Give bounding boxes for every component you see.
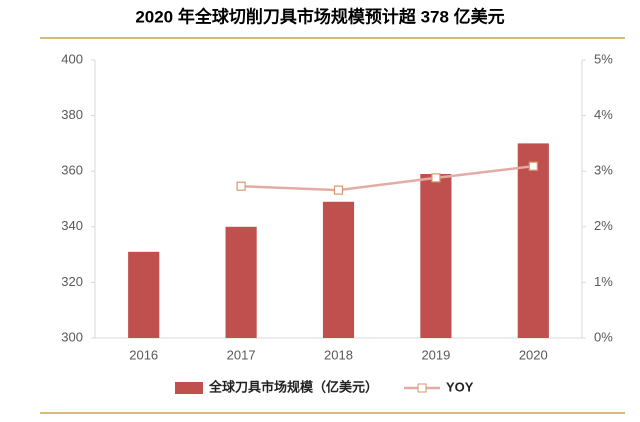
x-tick-label: 2019 [421,347,450,362]
bar [225,226,257,338]
y2-tick-label: 5% [594,51,613,66]
x-tick-label: 2020 [519,347,548,362]
y-tick-label: 360 [61,163,83,178]
bar [517,143,549,338]
y-tick-label: 400 [61,51,83,66]
legend-label: YOY [446,379,474,394]
legend-label: 全球刀具市场规模（亿美元） [208,379,378,394]
legend-swatch [175,382,203,394]
y2-tick-label: 2% [594,218,613,233]
x-tick-label: 2018 [324,347,353,362]
line-marker [431,173,441,183]
y2-tick-label: 0% [594,329,613,344]
line-marker [528,161,538,171]
bar [128,251,160,338]
line-marker [236,181,246,191]
y-tick-label: 320 [61,274,83,289]
line [241,164,534,192]
y2-tick-label: 3% [594,163,613,178]
y2-tick-label: 4% [594,107,613,122]
bar [420,173,452,338]
y2-tick-label: 1% [594,274,613,289]
y-tick-label: 380 [61,107,83,122]
chart-title: 2020 年全球切削刀具市场规模预计超 378 亿美元 [135,6,504,26]
y-tick-label: 300 [61,329,83,344]
x-tick-label: 2017 [227,347,256,362]
bar [322,201,355,338]
line-marker [333,185,344,195]
legend-swatch [417,383,427,393]
y-tick-label: 340 [61,218,83,233]
x-tick-label: 2016 [129,347,158,362]
